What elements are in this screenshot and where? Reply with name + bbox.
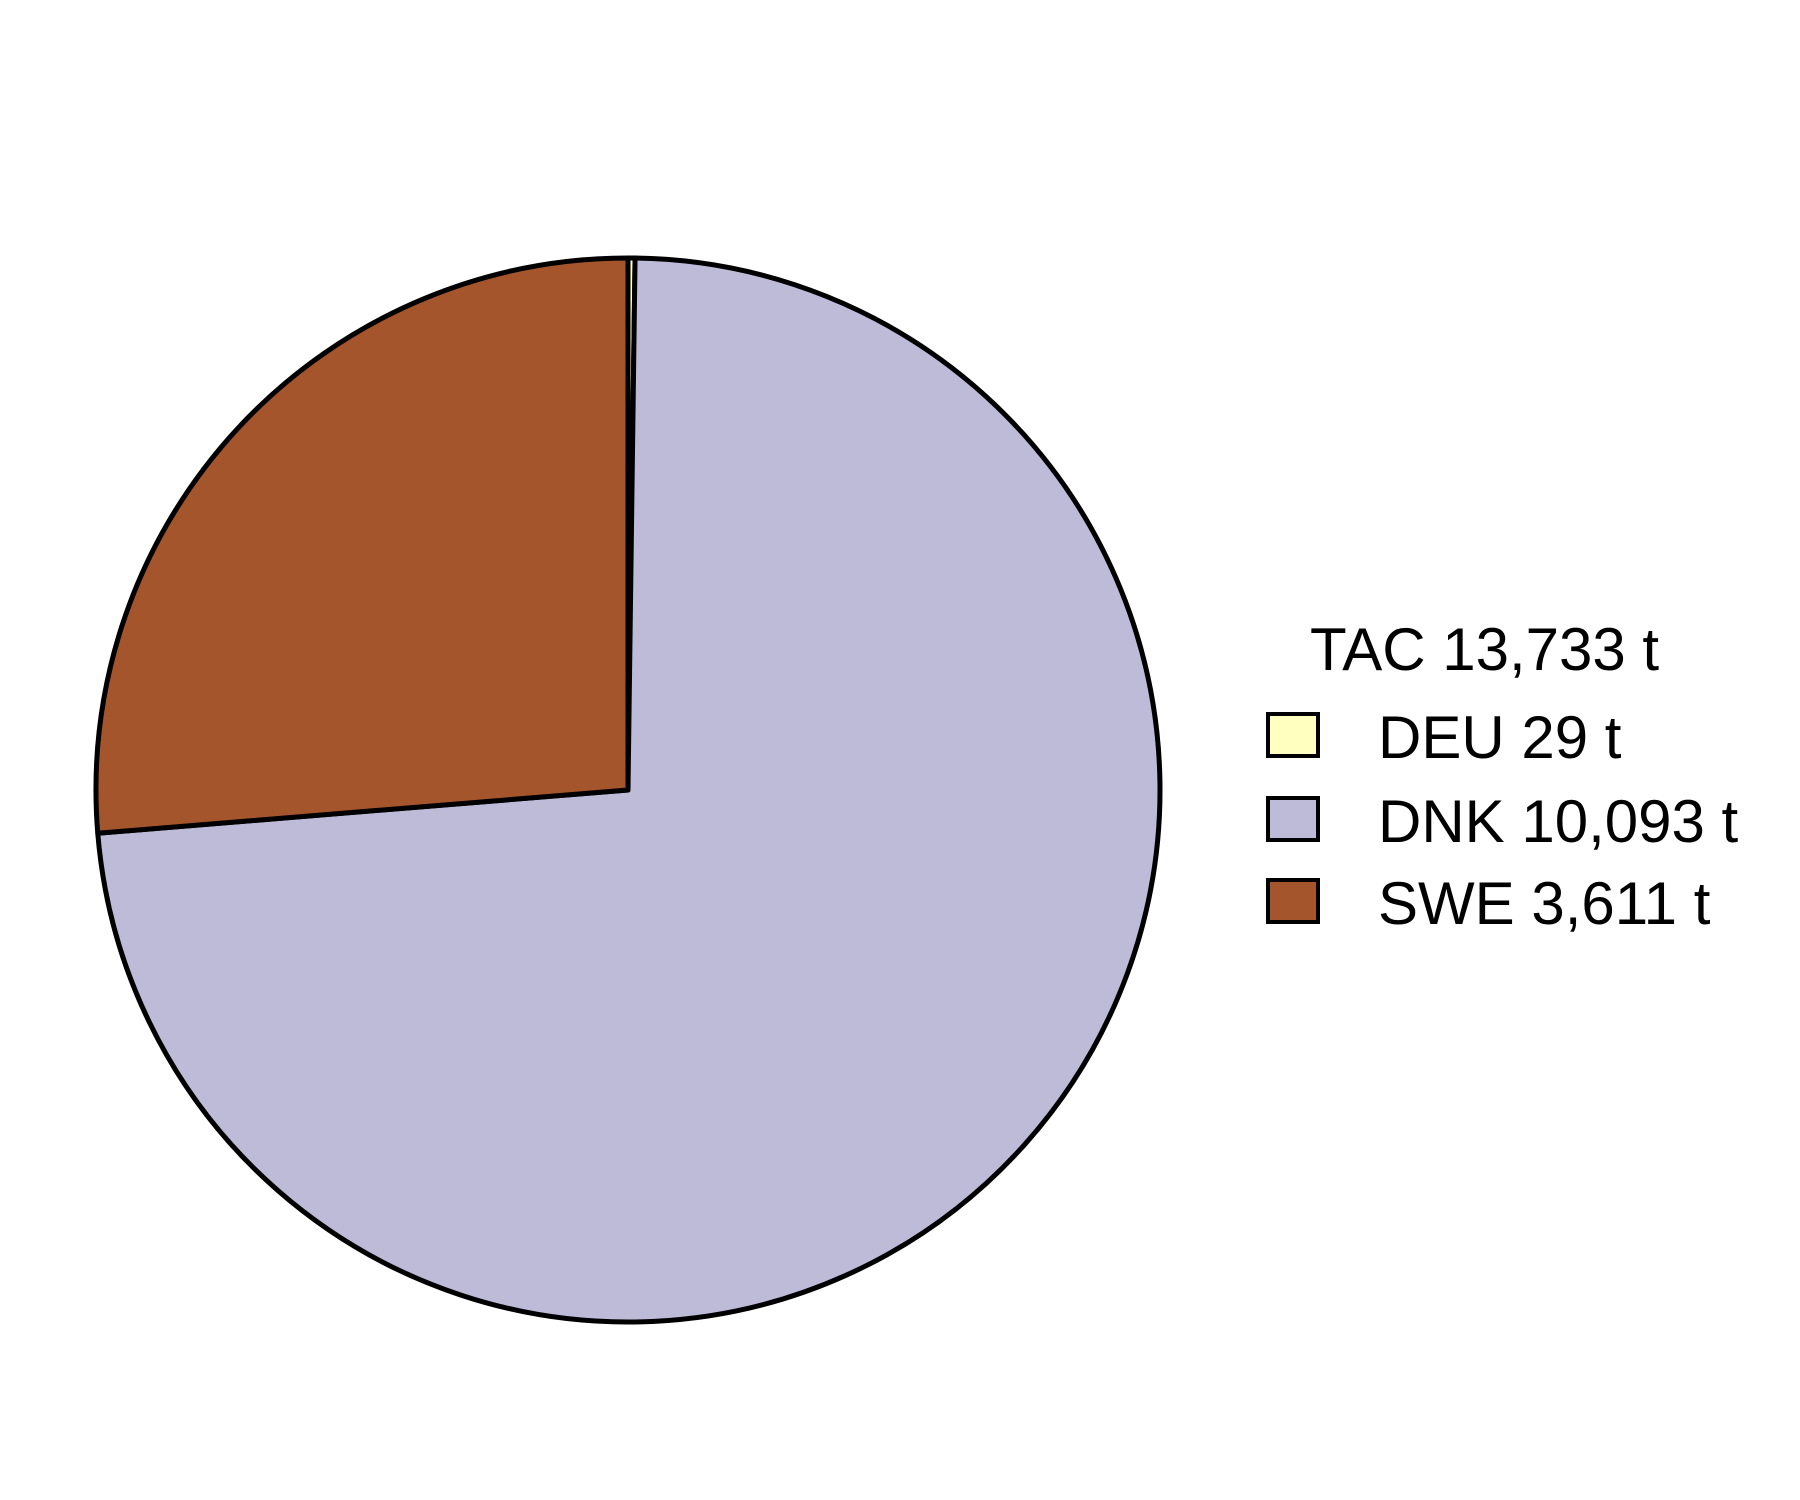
legend: TAC 13,733 t DEU 29 t DNK 10,093 t SWE 3,6… xyxy=(1266,616,1739,937)
pie-slices xyxy=(93,255,1163,1325)
pie-slice-swe xyxy=(93,255,631,836)
legend-swatch-dnk xyxy=(1266,796,1320,842)
legend-title: TAC 13,733 t xyxy=(1310,616,1659,683)
legend-swatch-swe xyxy=(1266,878,1320,924)
legend-swatch-deu xyxy=(1266,712,1320,758)
legend-items: DEU 29 t DNK 10,093 t SWE 3,611 t xyxy=(1266,704,1739,937)
legend-label-swe: SWE 3,611 t xyxy=(1378,870,1711,937)
legend-label-dnk: DNK 10,093 t xyxy=(1378,788,1739,855)
legend-label-deu: DEU 29 t xyxy=(1378,704,1622,771)
